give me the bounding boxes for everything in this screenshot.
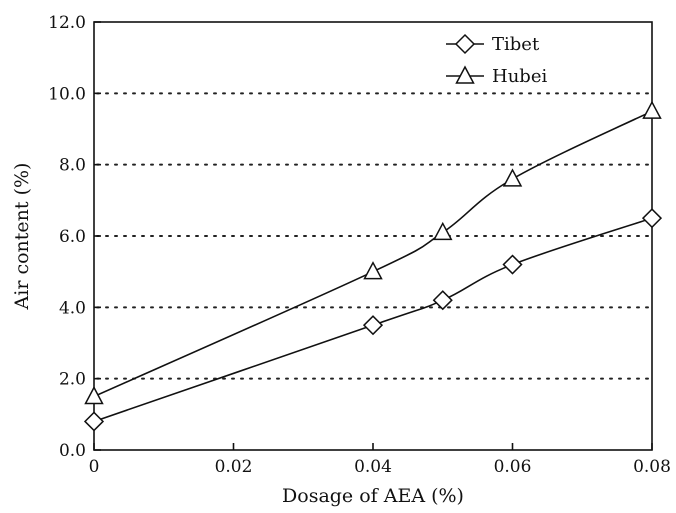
y-tick-label: 2.0 xyxy=(59,370,86,390)
legend-diamond-icon xyxy=(454,33,476,55)
x-tick-label: 0.02 xyxy=(215,457,253,477)
x-tick-label: 0.04 xyxy=(354,457,392,477)
tibet-data-point xyxy=(83,411,105,432)
hubei-data-point xyxy=(433,221,453,241)
x-axis-label: Dosage of AEA (%) xyxy=(282,485,464,507)
hubei-data-point xyxy=(84,385,104,405)
x-tick-label: 0 xyxy=(89,457,100,477)
y-axis-label: Air content (%) xyxy=(11,163,33,311)
hubei-series-line xyxy=(93,110,653,398)
axis-ticks: 0.0 2.0 4.0 6.0 8.0 10.0 12.0 0 0.02 0.04 0.06 0.08 xyxy=(48,13,671,477)
tibet-data-point xyxy=(641,208,663,229)
y-tick-label: 0.0 xyxy=(59,441,86,461)
hubei-data-point xyxy=(642,100,662,119)
series-group xyxy=(83,100,663,432)
y-tick-label: 12.0 xyxy=(48,13,86,33)
legend-item-tibet: Tibet xyxy=(446,33,540,55)
y-tick-label: 10.0 xyxy=(48,84,86,104)
x-tick-label: 0.08 xyxy=(633,457,671,477)
gridlines xyxy=(96,92,650,380)
y-tick-label: 4.0 xyxy=(59,298,86,318)
tibet-series-line xyxy=(93,217,653,423)
legend-triangle-icon xyxy=(455,65,475,84)
hubei-data-point xyxy=(363,261,383,280)
y-tick-label: 8.0 xyxy=(59,156,86,176)
tibet-data-point xyxy=(362,315,384,336)
legend-label: Hubei xyxy=(492,66,547,87)
legend-label: Tibet xyxy=(492,34,540,55)
hubei-data-point xyxy=(502,168,523,187)
y-tick-label: 6.0 xyxy=(59,227,86,247)
x-tick-label: 0.06 xyxy=(494,457,532,477)
legend: Tibet Hubei xyxy=(446,33,547,87)
tibet-data-point xyxy=(432,290,453,311)
legend-item-hubei: Hubei xyxy=(446,65,547,87)
tibet-data-point xyxy=(502,254,523,275)
